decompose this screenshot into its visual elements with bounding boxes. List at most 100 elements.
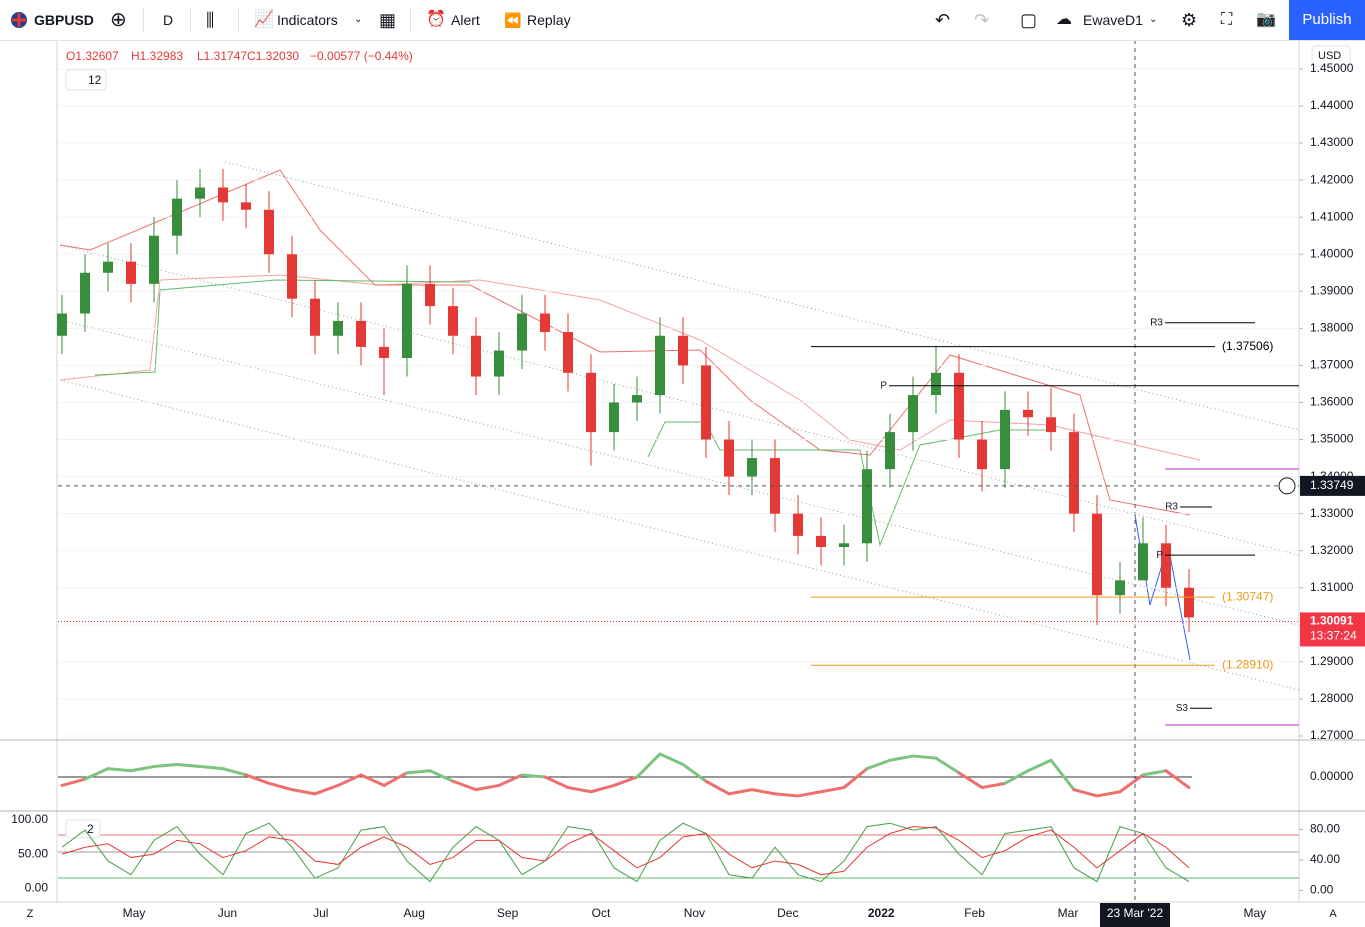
osc-segment: [1118, 773, 1145, 794]
y-tick-label: 1.41000: [1310, 209, 1354, 223]
pivot-label: P: [880, 380, 887, 391]
osc-segment: [106, 767, 133, 773]
chart-style[interactable]: ⫼: [206, 10, 215, 30]
snapshot[interactable]: 📷: [1256, 11, 1276, 28]
indicators[interactable]: Indicators: [277, 12, 338, 28]
osc-segment: [290, 788, 317, 796]
candle-body: [195, 187, 205, 199]
osc-segment: [1072, 788, 1099, 798]
channel-line: [59, 244, 1300, 556]
osc-segment: [474, 783, 501, 792]
osc-segment: [727, 788, 754, 796]
candle-body: [517, 313, 527, 351]
x-tick-label: Dec: [777, 906, 798, 920]
y-tick-label: 1.33000: [1310, 506, 1354, 520]
alert[interactable]: Alert: [451, 12, 480, 28]
candle-body: [862, 469, 872, 544]
osc-segment: [612, 775, 639, 787]
pivot-label: S3: [1176, 703, 1189, 714]
candle-body: [954, 372, 964, 440]
y-tick-label: 1.40000: [1310, 246, 1354, 260]
osc-segment: [428, 769, 455, 783]
candle-body: [126, 261, 136, 284]
candle-body: [57, 313, 67, 336]
crosshair-date: 23 Mar '22: [1107, 906, 1164, 920]
y-tick-label: 1.35000: [1310, 432, 1354, 446]
osc-segment: [382, 771, 409, 787]
interval[interactable]: D: [163, 12, 174, 28]
candle-body: [1000, 409, 1010, 470]
candle-body: [747, 458, 757, 477]
fullscreen[interactable]: ⛶: [1221, 11, 1233, 28]
candle-body: [655, 335, 665, 396]
x-tick-label: Aug: [404, 906, 425, 920]
osc-tick-label: 0.00000: [1310, 769, 1354, 783]
candle-body: [103, 261, 113, 273]
layout-name[interactable]: EwaveD1: [1083, 12, 1143, 28]
add-symbol[interactable]: ⊕: [110, 9, 127, 31]
osc-segment: [543, 775, 570, 790]
footer-right[interactable]: A: [1329, 908, 1337, 920]
x-tick-label: Nov: [684, 906, 705, 920]
footer-left[interactable]: Z: [27, 908, 34, 920]
legend: O1.32607 H1.32983 L1.31747 C1.32030 −0.0…: [65, 49, 413, 839]
indicator-toggle[interactable]: [65, 69, 107, 91]
y-tick-label: 1.38000: [1310, 321, 1354, 335]
candle-body: [770, 458, 780, 514]
currency-button[interactable]: [1311, 45, 1351, 67]
separator: [238, 8, 239, 32]
ohlc-close: C1.32030: [247, 49, 299, 63]
candle-body: [586, 372, 596, 433]
candle-body: [356, 320, 366, 347]
osc-segment: [1164, 769, 1191, 790]
x-tick-label: Feb: [964, 906, 985, 920]
osc-segment: [1141, 769, 1168, 777]
candle-body: [1161, 543, 1171, 588]
candle-body: [724, 439, 734, 477]
stoch-tick-right: 0.00: [1310, 883, 1334, 897]
osc-segment: [405, 769, 432, 775]
settings[interactable]: ⚙: [1181, 10, 1198, 30]
candle-body: [678, 335, 688, 366]
candle-body: [1069, 432, 1079, 514]
redo[interactable]: ↷: [974, 10, 990, 30]
dropdown[interactable]: ⌄: [354, 14, 363, 25]
last-price: 1.30091: [1310, 614, 1354, 628]
crosshair-date-box: [1100, 903, 1170, 927]
publish[interactable]: Publish: [1289, 0, 1365, 40]
osc-segment: [865, 758, 892, 771]
stoch-tick-left: 100.00: [11, 812, 48, 826]
candle-body: [540, 313, 550, 333]
moving-average: [59, 274, 1201, 461]
separator: [190, 8, 191, 32]
channel-line: [59, 319, 1300, 626]
ohlc-open: O1.32607: [66, 49, 119, 63]
x-tick-label: Oct: [592, 906, 611, 920]
osc-segment: [451, 779, 478, 792]
osc-segment: [175, 762, 202, 769]
toolbar: GBPUSD ⊕ D ⫼ 📈 Indicators ⌄ ▦ ⏰ Alert ⏪ …: [0, 0, 1365, 41]
trailing-stop: [647, 421, 1050, 547]
osc-segment: [750, 788, 777, 796]
channel-line: [59, 379, 1300, 691]
symbol[interactable]: GBPUSD: [34, 12, 94, 28]
x-tick-label: 2022: [868, 906, 895, 920]
y-tick-label: 1.32000: [1310, 543, 1354, 557]
fullscreen-box[interactable]: ▢: [1020, 10, 1038, 30]
osc-segment: [267, 781, 294, 792]
dropdown[interactable]: ⌄: [1149, 14, 1158, 25]
candle-body: [1046, 417, 1056, 433]
layouts[interactable]: ▦: [379, 10, 397, 30]
indicator-toggle[interactable]: [65, 819, 101, 839]
osc-segment: [336, 773, 363, 787]
y-tick-label: 1.27000: [1310, 728, 1354, 742]
replay[interactable]: Replay: [527, 12, 571, 28]
symbol-flag: [11, 12, 27, 28]
undo[interactable]: ↶: [935, 10, 951, 30]
osc-segment: [980, 781, 1007, 790]
candle-body: [264, 209, 274, 255]
y-tick-label: 1.42000: [1310, 172, 1354, 186]
osc-segment: [313, 783, 340, 796]
candle-body: [1115, 580, 1125, 596]
